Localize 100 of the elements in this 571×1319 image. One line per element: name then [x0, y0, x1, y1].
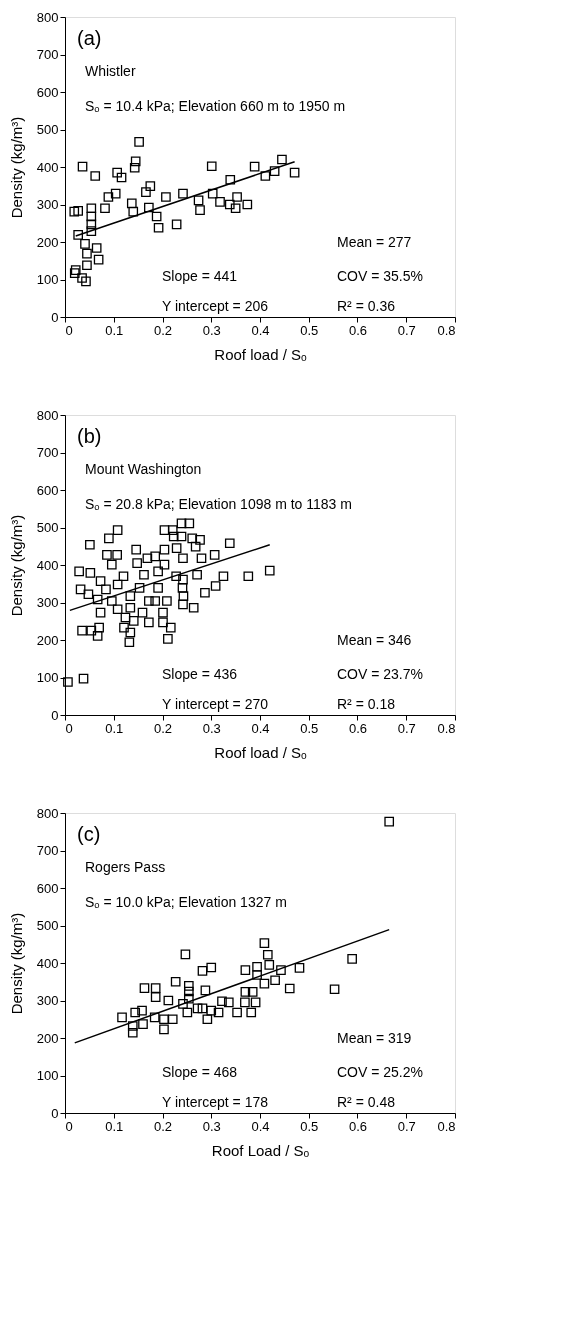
- point: [183, 993, 194, 1004]
- point: [141, 187, 151, 197]
- point: [86, 211, 97, 222]
- point: [289, 167, 300, 178]
- point: [213, 1007, 224, 1018]
- point: [252, 970, 262, 980]
- y-tick-label: 600: [36, 84, 59, 100]
- point: [127, 1021, 138, 1031]
- point: [77, 161, 88, 172]
- point: [384, 816, 395, 827]
- x-tick-label: 0.4: [251, 322, 270, 338]
- y-tick-label: 0: [51, 707, 59, 723]
- y-tick-label: 100: [36, 1068, 59, 1083]
- point: [197, 966, 208, 976]
- point: [151, 211, 162, 222]
- point: [195, 205, 205, 215]
- y-tick-label: 600: [36, 880, 59, 896]
- y-tick-label: 800: [36, 9, 59, 25]
- point: [139, 983, 150, 993]
- point: [81, 276, 91, 287]
- point: [73, 230, 83, 240]
- point: [127, 1027, 138, 1038]
- point: [252, 961, 262, 972]
- point: [192, 1003, 203, 1014]
- annotation: Y intercept = 270: [162, 696, 269, 712]
- y-tick-label: 200: [36, 1030, 59, 1046]
- point: [180, 949, 191, 960]
- point: [149, 1012, 160, 1023]
- y-axis-title: Density (kg/m³): [7, 912, 25, 1015]
- point: [260, 171, 271, 181]
- point: [110, 188, 121, 199]
- point: [73, 206, 83, 216]
- point: [264, 960, 275, 970]
- x-tick-label: 0.8: [437, 1118, 456, 1134]
- annotation: R² = 0.48: [337, 1094, 396, 1110]
- y-tick-label: 300: [36, 595, 59, 610]
- point: [182, 1007, 193, 1018]
- point: [178, 999, 188, 1009]
- point: [183, 986, 194, 997]
- point: [150, 992, 161, 1002]
- y-tick-label: 300: [36, 197, 59, 212]
- x-tick-label: 0.6: [348, 322, 368, 338]
- x-tick-label: 0.5: [300, 1118, 319, 1134]
- y-tick-label: 200: [36, 234, 59, 250]
- y-tick-label: 100: [36, 670, 59, 685]
- point: [159, 1014, 169, 1025]
- point: [249, 161, 260, 172]
- x-tick-label: 0.5: [300, 720, 319, 736]
- point: [259, 978, 270, 989]
- annotation: Sₒ = 10.0 kPa; Elevation 1327 m: [85, 894, 287, 910]
- x-tick-label: 0: [65, 1118, 73, 1134]
- point: [183, 981, 194, 991]
- point: [128, 206, 139, 217]
- point: [145, 181, 156, 191]
- y-tick-label: 300: [36, 993, 59, 1008]
- x-tick-label: 0.1: [105, 322, 124, 338]
- point: [134, 137, 144, 147]
- point: [206, 1005, 217, 1016]
- annotation: Mean = 346: [337, 632, 412, 648]
- point: [163, 995, 174, 1006]
- point: [100, 203, 110, 214]
- point: [150, 983, 161, 993]
- annotation: COV = 23.7%: [337, 666, 423, 682]
- x-tick-label: 0.2: [153, 322, 173, 338]
- x-axis-title: Roof load / Sₒ: [214, 743, 308, 761]
- point: [206, 962, 217, 973]
- point: [144, 202, 154, 213]
- point: [80, 239, 90, 249]
- y-tick-label: 700: [36, 445, 59, 460]
- point: [117, 1012, 127, 1023]
- y-tick-label: 400: [36, 159, 59, 175]
- annotation: Slope = 436: [162, 666, 238, 682]
- x-tick-label: 0.5: [300, 322, 319, 338]
- point: [126, 198, 137, 209]
- x-tick-label: 0.8: [437, 322, 456, 338]
- point: [277, 154, 287, 165]
- annotation: Mean = 319: [337, 1030, 412, 1046]
- y-tick-label: 0: [51, 309, 59, 325]
- x-tick-label: 0: [65, 720, 73, 736]
- annotation: COV = 35.5%: [337, 268, 423, 284]
- point: [161, 192, 171, 202]
- point: [193, 195, 204, 206]
- x-tick-label: 0.6: [348, 720, 368, 736]
- y-tick-label: 600: [36, 482, 59, 498]
- point: [232, 1007, 242, 1018]
- point: [82, 260, 92, 271]
- annotation: (b): [77, 425, 102, 447]
- x-tick-label: 0.7: [397, 322, 416, 338]
- annotation: (a): [77, 27, 102, 49]
- point: [91, 243, 102, 253]
- annotation: Mount Washington: [85, 461, 202, 477]
- point: [86, 226, 97, 236]
- y-tick-label: 500: [36, 122, 59, 137]
- point: [224, 199, 235, 210]
- annotation: Whistler: [85, 63, 136, 79]
- point: [167, 1014, 178, 1025]
- x-tick-label: 0.2: [153, 720, 173, 736]
- y-axis-title: Density (kg/m³): [7, 514, 25, 617]
- point: [116, 172, 127, 183]
- point: [138, 1019, 148, 1029]
